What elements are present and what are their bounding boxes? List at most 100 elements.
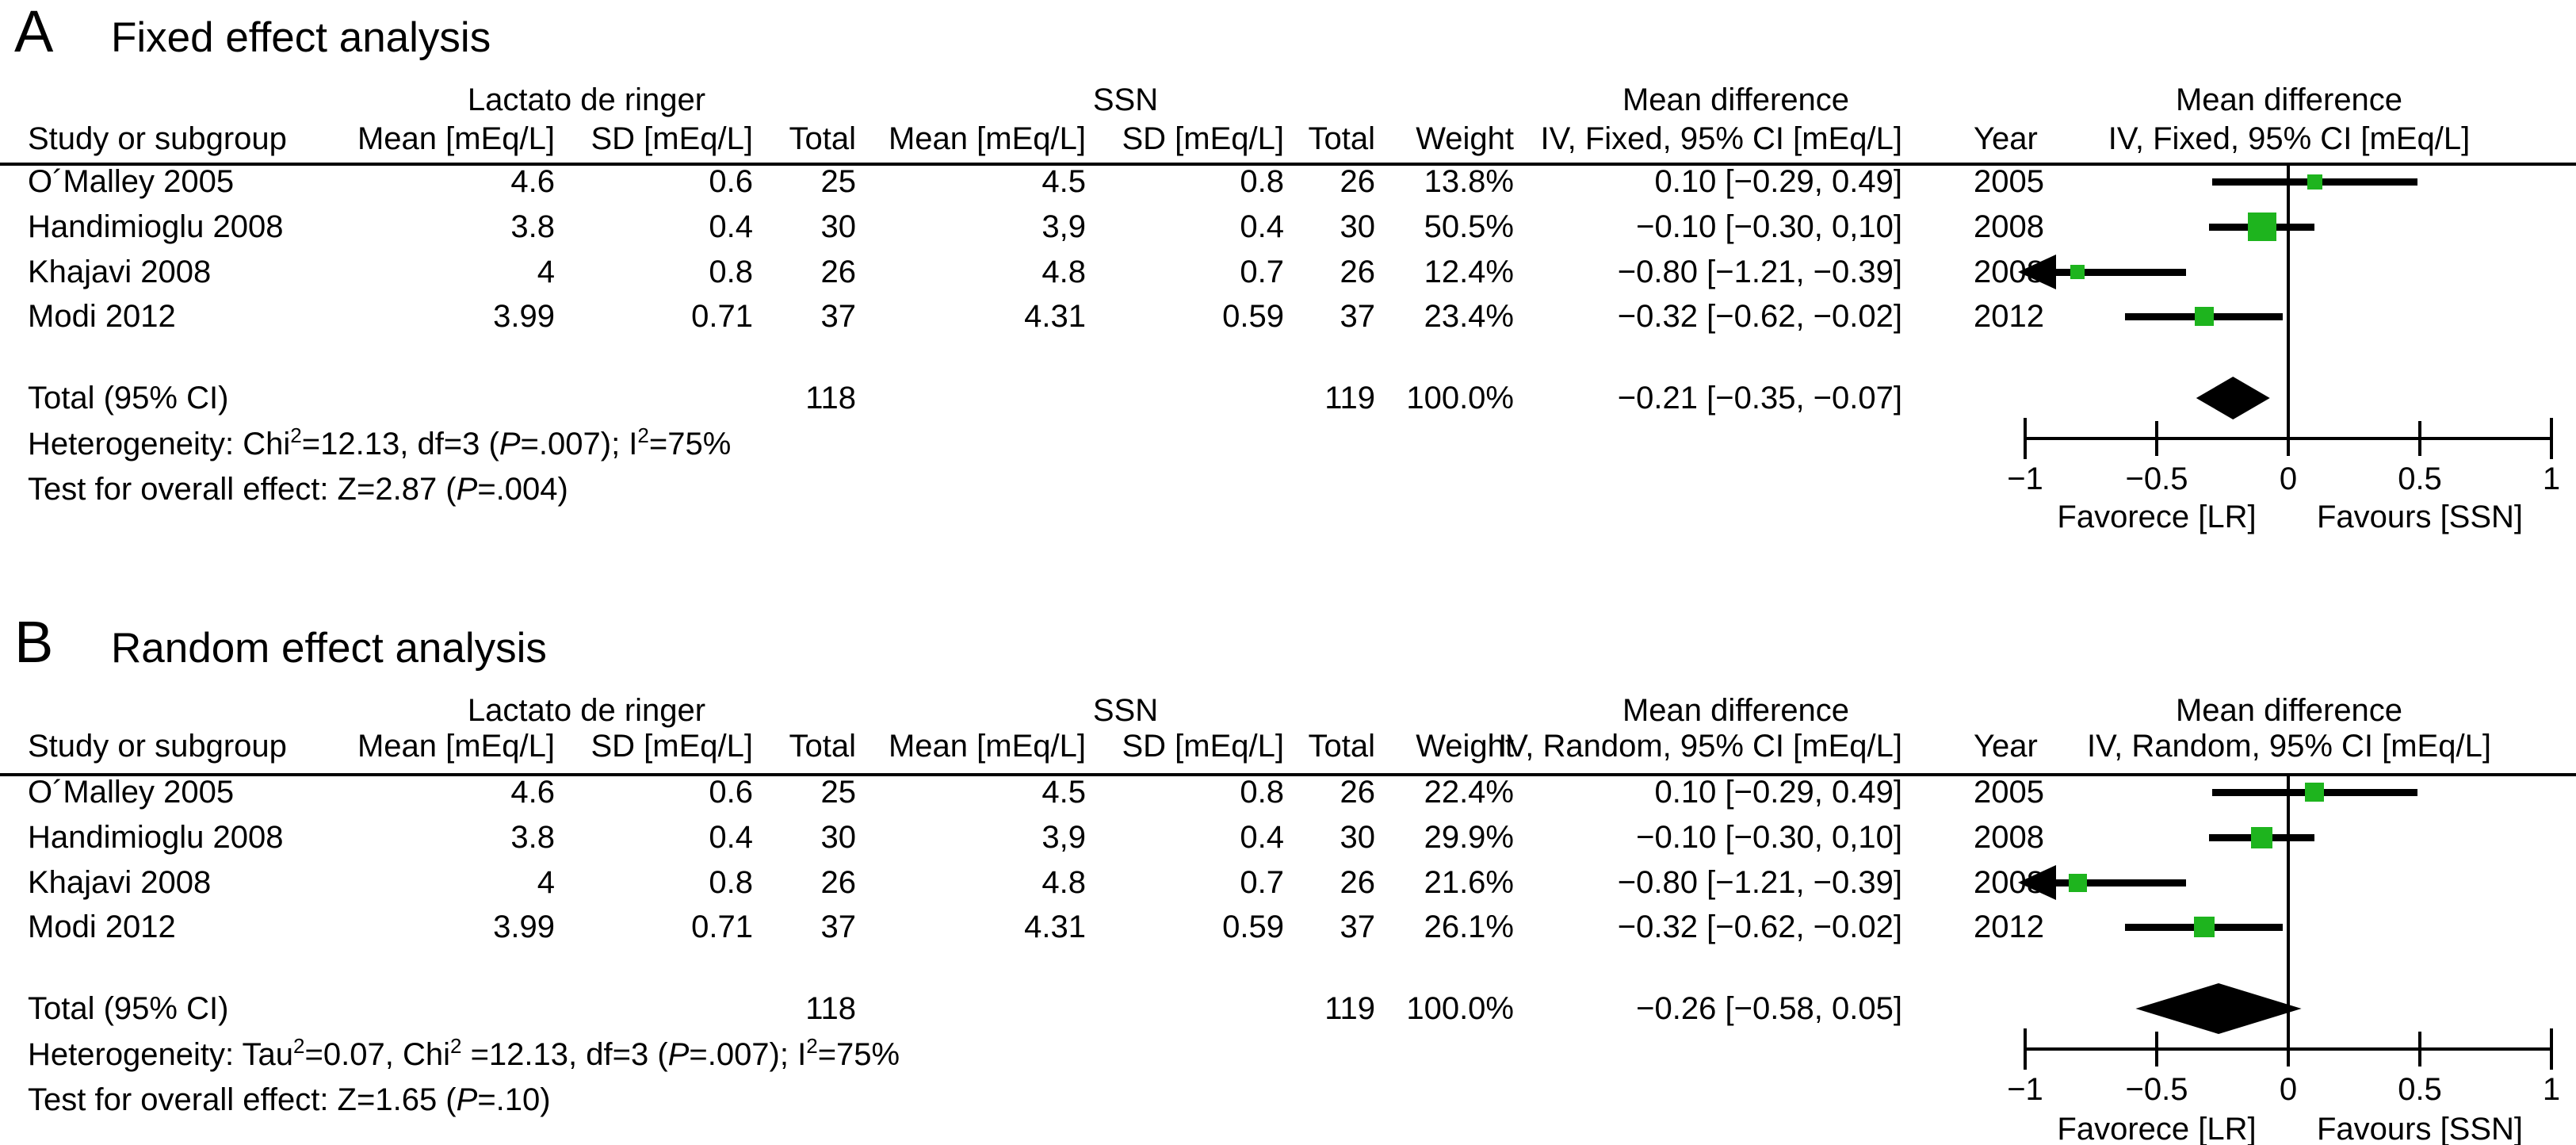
total-ssn_total: 119 <box>1324 991 1375 1026</box>
axis-tick <box>2024 1028 2027 1070</box>
cell-ssn_sd: 0.4 <box>1240 820 1284 855</box>
cell-weight: 50.5% <box>1424 209 1514 244</box>
col-header-lr-total: Total <box>789 729 857 764</box>
heterogeneity-text: Heterogeneity: Tau2=0.07, Chi2 =12.13, d… <box>28 1032 900 1078</box>
cell-year: 2012 <box>1974 299 2044 334</box>
cell-lr_mean: 4.6 <box>510 164 555 199</box>
axis-tick-label: 1 <box>2542 461 2561 496</box>
effect-square <box>2194 307 2214 326</box>
cell-ssn_total: 26 <box>1340 775 1376 810</box>
cell-ci_text: −0.32 [−0.62, −0.02] <box>1617 909 1902 944</box>
cell-lr_sd: 0.71 <box>691 299 753 334</box>
cell-ci_text: −0.10 [−0.30, 0,10] <box>1636 209 1902 244</box>
total-weight: 100.0% <box>1406 381 1514 415</box>
cell-lr_total: 30 <box>820 820 857 855</box>
cell-ssn_mean: 3,9 <box>1041 209 1086 244</box>
favors-left-label: Favorece [LR] <box>2057 500 2257 534</box>
axis-tick <box>2418 1032 2421 1066</box>
text-part: 2 <box>290 423 302 447</box>
axis-tick-label: 0.5 <box>2398 461 2442 496</box>
overall-effect-text: Test for overall effect: Z=1.65 (P=.10) <box>28 1078 551 1123</box>
cell-study: O´Malley 2005 <box>28 164 235 199</box>
cell-ssn_mean: 4.31 <box>1024 299 1086 334</box>
group-header-lactato: Lactato de ringer <box>467 82 706 117</box>
cell-ssn_total: 26 <box>1340 865 1376 900</box>
axis-tick <box>2418 421 2421 456</box>
group-header-lactato: Lactato de ringer <box>467 693 706 728</box>
cell-lr_total: 30 <box>820 209 857 244</box>
cell-ssn_sd: 0.7 <box>1240 865 1284 900</box>
col-header-ssn-total: Total <box>1308 729 1376 764</box>
cell-ssn_sd: 0.4 <box>1240 209 1284 244</box>
axis-tick-label: −0.5 <box>2125 461 2188 496</box>
cell-ssn_sd: 0.59 <box>1222 299 1284 334</box>
cell-ssn_total: 26 <box>1340 164 1376 199</box>
cell-year: 2005 <box>1974 164 2044 199</box>
axis-tick <box>2550 1028 2553 1070</box>
effect-square <box>2251 826 2273 848</box>
text-part: Test for overall effect: Z=2.87 ( <box>28 472 457 507</box>
cell-ssn_mean: 4.5 <box>1041 775 1086 810</box>
overall-effect-text: Test for overall effect: Z=2.87 (P=.004) <box>28 467 568 512</box>
cell-lr_mean: 4 <box>537 865 555 900</box>
col-header-ssn-mean: Mean [mEq/L] <box>888 121 1086 156</box>
panel-b-letter: B <box>14 609 54 675</box>
ci-line <box>2054 269 2186 276</box>
axis-tick-label: −1 <box>2007 461 2043 496</box>
axis-tick <box>2287 421 2290 456</box>
axis-tick <box>2155 1032 2158 1066</box>
cell-weight: 23.4% <box>1424 299 1514 334</box>
cell-ci_text: 0.10 [−0.29, 0.49] <box>1654 164 1902 199</box>
arrow-left-icon <box>2018 865 2056 900</box>
cell-ci_text: −0.10 [−0.30, 0,10] <box>1636 820 1902 855</box>
zero-line <box>2287 776 2290 1066</box>
effect-square <box>2307 174 2322 190</box>
axis-tick-label: 0.5 <box>2398 1072 2442 1107</box>
cell-study: Handimioglu 2008 <box>28 820 284 855</box>
cell-lr_total: 37 <box>820 909 857 944</box>
col-header-year: Year <box>1974 729 2038 764</box>
col-header-weight: Weight <box>1416 729 1514 764</box>
total-weight: 100.0% <box>1406 991 1514 1026</box>
col-header-lr-mean: Mean [mEq/L] <box>357 729 555 764</box>
cell-lr_sd: 0.71 <box>691 909 753 944</box>
summary-diamond <box>2196 377 2270 419</box>
text-part: 2 <box>449 1034 462 1058</box>
header-rule <box>0 163 2576 166</box>
total-label: Total (95% CI) <box>28 991 229 1026</box>
col-header-lr-sd: SD [mEq/L] <box>590 121 753 156</box>
axis-tick-label: 1 <box>2542 1072 2561 1107</box>
cell-ssn_total: 30 <box>1340 209 1376 244</box>
md-column-header: Mean difference <box>1622 82 1850 117</box>
cell-lr_mean: 3.8 <box>510 209 555 244</box>
text-part: =12.13, df=3 ( <box>461 1037 668 1072</box>
cell-lr_total: 26 <box>820 255 857 289</box>
cell-weight: 22.4% <box>1424 775 1514 810</box>
col-header-weight: Weight <box>1416 121 1514 156</box>
axis-tick-label: −1 <box>2007 1072 2043 1107</box>
col-header-ssn-sd: SD [mEq/L] <box>1122 121 1284 156</box>
effect-square <box>2247 213 2276 241</box>
group-header-ssn: SSN <box>1092 693 1159 728</box>
text-part: 2 <box>293 1034 305 1058</box>
text-part: =.007); I <box>689 1037 807 1072</box>
total-ci_text: −0.21 [−0.35, −0.07] <box>1617 381 1902 415</box>
cell-lr_sd: 0.8 <box>709 865 753 900</box>
panel-a-title: Fixed effect analysis <box>111 14 491 61</box>
col-header-md-ci: IV, Fixed, 95% CI [mEq/L] <box>1540 121 1902 156</box>
text-part: P <box>456 472 478 507</box>
effect-square <box>2068 873 2087 892</box>
plot-subheader: IV, Fixed, 95% CI [mEq/L] <box>2108 121 2471 156</box>
cell-weight: 21.6% <box>1424 865 1514 900</box>
cell-study: Khajavi 2008 <box>28 865 212 900</box>
cell-lr_sd: 0.4 <box>709 209 753 244</box>
cell-ci_text: −0.80 [−1.21, −0.39] <box>1617 865 1902 900</box>
text-part: =.10) <box>477 1082 551 1117</box>
text-part: P <box>667 1037 690 1072</box>
cell-ci_text: −0.80 [−1.21, −0.39] <box>1617 255 1902 289</box>
cell-lr_mean: 3.99 <box>493 909 555 944</box>
effect-square <box>2305 783 2325 802</box>
cell-lr_total: 37 <box>820 299 857 334</box>
cell-study: O´Malley 2005 <box>28 775 235 810</box>
